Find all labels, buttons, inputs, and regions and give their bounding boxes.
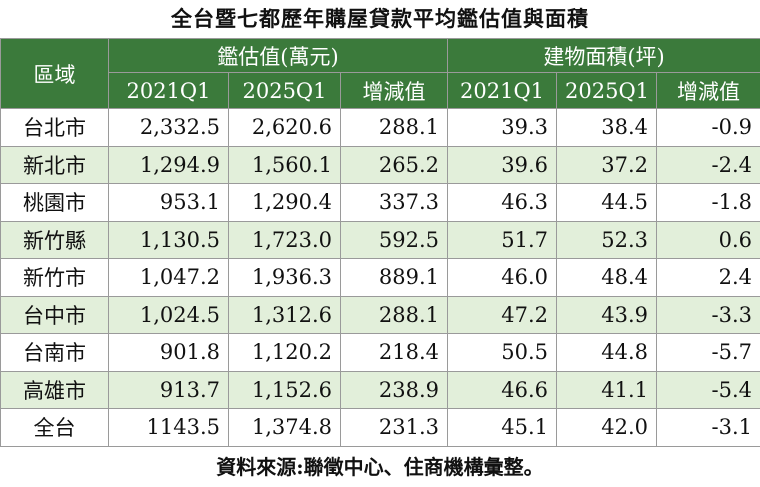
value-cell: 1,560.1 — [229, 146, 341, 184]
column-header: 增減值 — [341, 73, 448, 109]
value-cell: 265.2 — [341, 146, 448, 184]
value-cell: 1,312.6 — [229, 296, 341, 334]
region-cell: 台北市 — [1, 109, 109, 147]
value-cell: -0.9 — [657, 109, 760, 147]
value-cell: 231.3 — [341, 409, 448, 447]
value-cell: 953.1 — [109, 184, 229, 222]
value-cell: 901.8 — [109, 334, 229, 372]
column-header: 2021Q1 — [109, 73, 229, 109]
value-cell: 0.6 — [657, 221, 760, 259]
region-cell: 台南市 — [1, 334, 109, 372]
group-header: 鑑估值(萬元) — [109, 39, 448, 73]
region-cell: 全台 — [1, 409, 109, 447]
value-cell: 1,152.6 — [229, 371, 341, 409]
value-cell: 2,620.6 — [229, 109, 341, 147]
region-header: 區域 — [1, 39, 109, 109]
value-cell: 45.1 — [448, 409, 557, 447]
value-cell: 46.3 — [448, 184, 557, 222]
column-header: 2025Q1 — [229, 73, 341, 109]
value-cell: 1,936.3 — [229, 259, 341, 297]
value-cell: 39.3 — [448, 109, 557, 147]
value-cell: -3.3 — [657, 296, 760, 334]
value-cell: 46.6 — [448, 371, 557, 409]
value-cell: 1,024.5 — [109, 296, 229, 334]
value-cell: -5.7 — [657, 334, 760, 372]
value-cell: 51.7 — [448, 221, 557, 259]
value-cell: 50.5 — [448, 334, 557, 372]
value-cell: 1,120.2 — [229, 334, 341, 372]
value-cell: 889.1 — [341, 259, 448, 297]
column-header: 增減值 — [657, 73, 760, 109]
value-cell: 238.9 — [341, 371, 448, 409]
value-cell: 48.4 — [557, 259, 657, 297]
column-header: 2025Q1 — [557, 73, 657, 109]
value-cell: 46.0 — [448, 259, 557, 297]
value-cell: 337.3 — [341, 184, 448, 222]
value-cell: -1.8 — [657, 184, 760, 222]
region-cell: 高雄市 — [1, 371, 109, 409]
region-cell: 新竹縣 — [1, 221, 109, 259]
title: 全台暨七都歷年購屋貸款平均鑑估值與面積 — [0, 0, 760, 38]
value-cell: -3.1 — [657, 409, 760, 447]
column-header: 2021Q1 — [448, 73, 557, 109]
value-cell: 288.1 — [341, 296, 448, 334]
value-cell: 52.3 — [557, 221, 657, 259]
value-cell: 47.2 — [448, 296, 557, 334]
value-cell: 1,294.9 — [109, 146, 229, 184]
value-cell: 44.8 — [557, 334, 657, 372]
value-cell: 288.1 — [341, 109, 448, 147]
source-note: 資料來源:聯徵中心、住商機構彙整。 — [0, 447, 760, 487]
value-cell: 41.1 — [557, 371, 657, 409]
value-cell: 1,130.5 — [109, 221, 229, 259]
value-cell: 42.0 — [557, 409, 657, 447]
value-cell: 1,723.0 — [229, 221, 341, 259]
region-cell: 台中市 — [1, 296, 109, 334]
value-cell: 2,332.5 — [109, 109, 229, 147]
region-cell: 桃園市 — [1, 184, 109, 222]
region-cell: 新北市 — [1, 146, 109, 184]
value-cell: 2.4 — [657, 259, 760, 297]
value-cell: 38.4 — [557, 109, 657, 147]
value-cell: 1,374.8 — [229, 409, 341, 447]
group-header: 建物面積(坪) — [448, 39, 760, 73]
value-cell: 44.5 — [557, 184, 657, 222]
value-cell: 1,290.4 — [229, 184, 341, 222]
region-cell: 新竹市 — [1, 259, 109, 297]
value-cell: 218.4 — [341, 334, 448, 372]
value-cell: 1,047.2 — [109, 259, 229, 297]
value-cell: 592.5 — [341, 221, 448, 259]
value-cell: -2.4 — [657, 146, 760, 184]
value-cell: -5.4 — [657, 371, 760, 409]
value-cell: 37.2 — [557, 146, 657, 184]
value-cell: 43.9 — [557, 296, 657, 334]
value-cell: 1143.5 — [109, 409, 229, 447]
value-cell: 913.7 — [109, 371, 229, 409]
value-cell: 39.6 — [448, 146, 557, 184]
